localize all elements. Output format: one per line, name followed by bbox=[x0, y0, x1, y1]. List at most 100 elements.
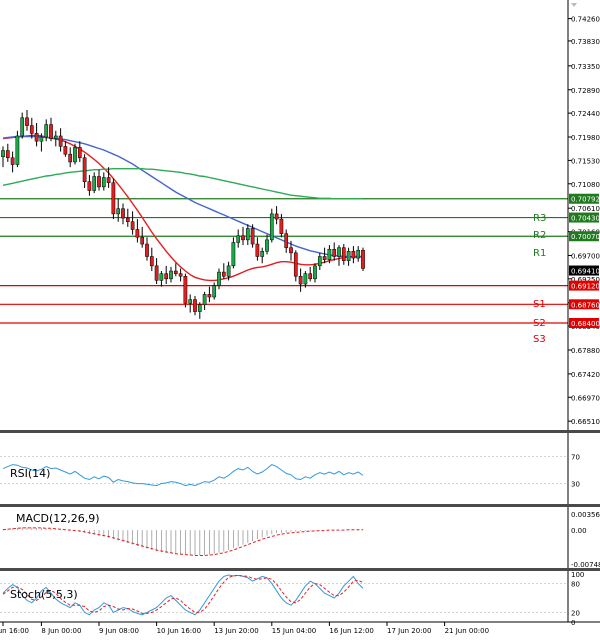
time-tick-label: 16 Jun 12:00 bbox=[329, 627, 373, 635]
candle-bear bbox=[255, 243, 260, 257]
level-price-tag bbox=[569, 299, 599, 310]
time-tick-label: 15 Jun 04:00 bbox=[272, 627, 316, 635]
candle-bull bbox=[202, 294, 207, 306]
candle-bear bbox=[68, 153, 73, 163]
candle-bear bbox=[274, 213, 279, 220]
candle-bull bbox=[15, 135, 20, 165]
level-price-tag bbox=[569, 212, 599, 223]
candle-bear bbox=[130, 221, 135, 230]
candle-bear bbox=[140, 237, 145, 245]
candle-bull bbox=[212, 285, 217, 298]
chart-shift-icon bbox=[571, 3, 577, 7]
rsi-title: RSI(14) bbox=[10, 467, 50, 480]
pane-separator bbox=[0, 568, 600, 571]
stoch-tick-label: 0 bbox=[571, 619, 575, 627]
candle-bull bbox=[327, 248, 332, 260]
candle-bear bbox=[111, 182, 116, 215]
candle-bull bbox=[1, 150, 5, 158]
price-tick-label: 0.69250 bbox=[571, 276, 600, 284]
candle-bull bbox=[337, 247, 341, 257]
price-tick-label: 0.72440 bbox=[571, 110, 600, 118]
candle-bull bbox=[169, 270, 173, 280]
candle-bear bbox=[241, 235, 245, 241]
price-tick-label: 0.73830 bbox=[571, 38, 600, 46]
level-price-label: 0.70070 bbox=[571, 233, 600, 241]
price-tick-label: 0.66970 bbox=[571, 394, 600, 402]
price-tick-label: 0.67420 bbox=[571, 371, 600, 379]
level-price-label: 0.68400 bbox=[571, 320, 600, 328]
candle-bear bbox=[87, 181, 92, 191]
candle-bull bbox=[188, 299, 193, 304]
moving-average-line bbox=[2, 135, 363, 258]
candle-bull bbox=[231, 242, 236, 267]
candle-bear bbox=[250, 228, 255, 245]
macd-tick-label: -0.007482 bbox=[571, 561, 600, 569]
stoch-tick-label: 80 bbox=[571, 581, 580, 589]
level-price-tag bbox=[569, 231, 599, 242]
candle-bear bbox=[49, 124, 53, 139]
price-tick-label: 0.66510 bbox=[571, 418, 600, 426]
candle-bull bbox=[217, 271, 221, 286]
level-price-label: 0.69120 bbox=[571, 283, 600, 291]
level-name-s2: S2 bbox=[533, 318, 546, 329]
level-name-s1: S1 bbox=[533, 299, 546, 310]
price-tick-label: 0.71530 bbox=[571, 157, 600, 165]
price-tick-label: 0.69700 bbox=[571, 252, 600, 260]
price-tick-label: 0.70610 bbox=[571, 205, 600, 213]
candle-bear bbox=[149, 256, 154, 267]
candle-bear bbox=[289, 247, 293, 254]
candle-bear bbox=[77, 147, 82, 159]
stoch-tick-label: 100 bbox=[571, 571, 584, 579]
price-tick-label: 0.72890 bbox=[571, 87, 600, 95]
candle-bear bbox=[193, 299, 197, 312]
candle-bull bbox=[303, 273, 308, 285]
moving-average-line bbox=[2, 134, 363, 282]
time-tick-label: 17 Jun 20:00 bbox=[387, 627, 431, 635]
candle-bear bbox=[221, 271, 226, 277]
candle-bear bbox=[145, 243, 149, 257]
stoch-title: Stoch(5,5,3) bbox=[10, 588, 78, 601]
candle-bear bbox=[10, 157, 15, 165]
candle-bear bbox=[207, 294, 212, 298]
candle-bear bbox=[308, 273, 313, 280]
macd-tick-label: 0.003565 bbox=[571, 511, 600, 519]
candle-bear bbox=[164, 273, 169, 280]
candle-bull bbox=[265, 239, 269, 252]
stoch-pane: 100 80 20 0 Stoch(5,5,3) bbox=[0, 571, 584, 627]
candle-bear bbox=[298, 275, 303, 285]
candle-bull bbox=[53, 135, 58, 139]
level-price-label: 0.68760 bbox=[571, 301, 600, 309]
price-tick-label: 0.71980 bbox=[571, 134, 600, 142]
candle-bull bbox=[245, 228, 250, 241]
candle-bear bbox=[5, 150, 10, 159]
time-tick-label: 8 Jun 00:00 bbox=[41, 627, 81, 635]
stoch-d-line bbox=[2, 574, 364, 614]
candle-bear bbox=[351, 251, 356, 259]
time-axis: 7 Jun 16:00 8 Jun 00:00 9 Jun 08:00 10 Jun … bbox=[0, 622, 489, 635]
level-price-label: 0.70792 bbox=[571, 196, 600, 204]
level-name-s3: S3 bbox=[533, 334, 546, 345]
candle-bear bbox=[279, 218, 284, 234]
candle-bull bbox=[260, 251, 265, 257]
candle-bear bbox=[25, 117, 29, 126]
candle-bear bbox=[58, 135, 63, 147]
rsi-tick-label: 30 bbox=[571, 481, 580, 489]
pane-separator bbox=[0, 430, 600, 433]
level-price-tag bbox=[569, 317, 599, 328]
candle-bull bbox=[356, 250, 361, 259]
current-price-label: 0.69410 bbox=[571, 268, 600, 276]
macd-signal-line bbox=[2, 527, 363, 556]
price-tick-label: 0.67880 bbox=[571, 347, 600, 355]
candle-bull bbox=[317, 256, 322, 267]
moving-average-line bbox=[2, 167, 363, 200]
candle-bear bbox=[322, 256, 327, 260]
candle-bear bbox=[173, 270, 178, 274]
candle-bear bbox=[135, 229, 140, 238]
candle-bear bbox=[183, 275, 188, 304]
candle-bull bbox=[313, 265, 317, 280]
candle-bear bbox=[82, 157, 87, 182]
candle-bear bbox=[361, 250, 365, 269]
